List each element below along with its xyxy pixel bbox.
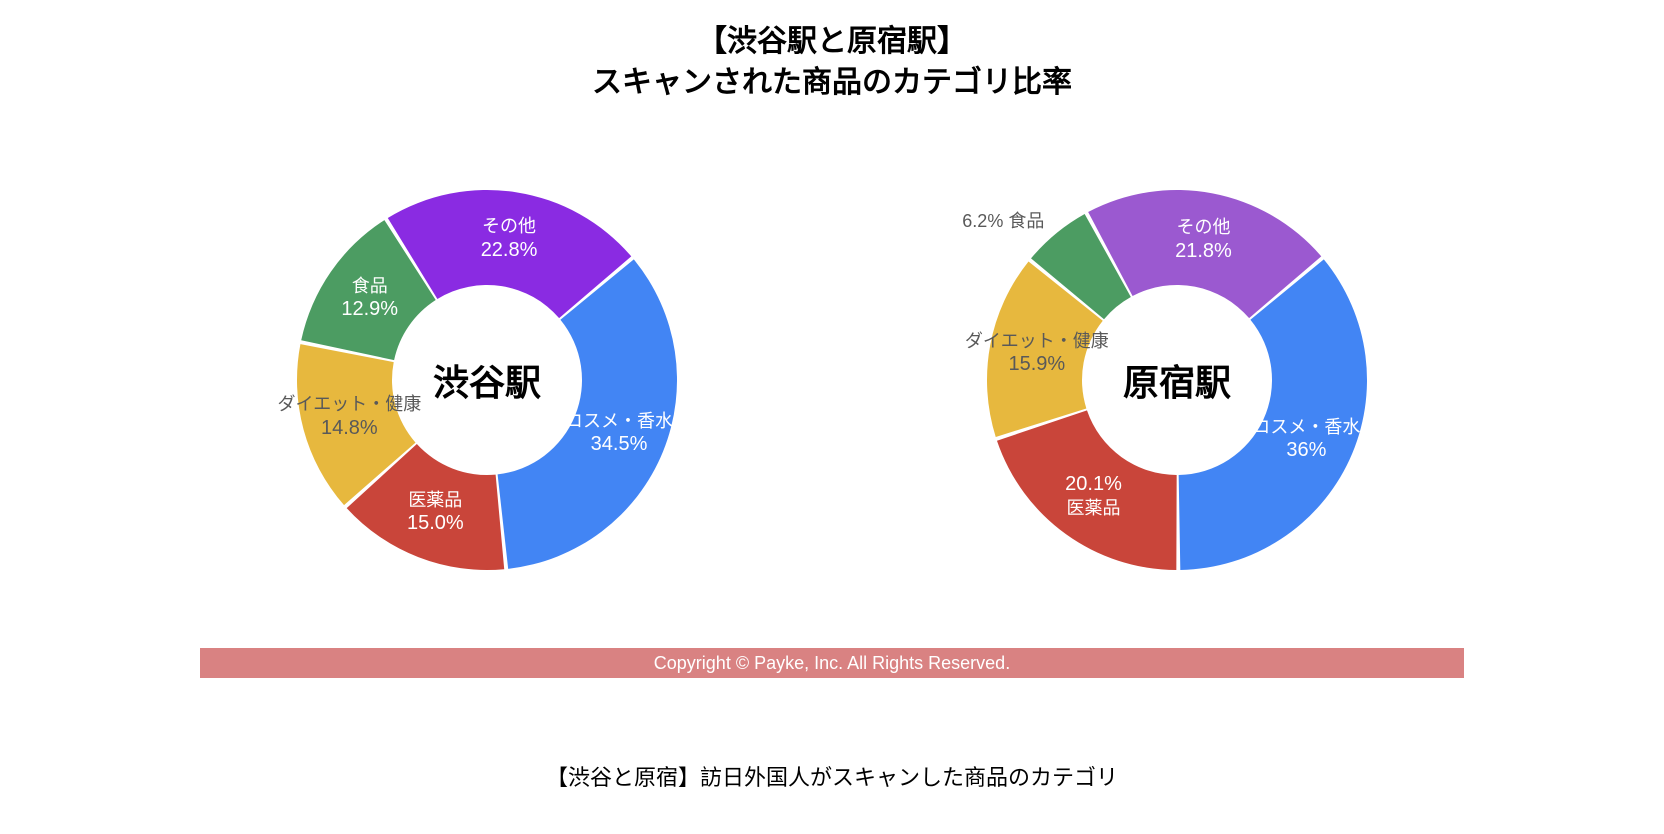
slice-category: 食品 [1003,211,1044,231]
slice-percent: 22.8% [481,238,538,263]
donut-slice [1179,259,1367,570]
slice-percent: 34.5% [565,432,673,457]
slice-percent: 36% [1252,438,1360,463]
slice-percent: 12.9% [341,297,398,322]
slice-category: 医薬品 [1065,497,1122,520]
slice-label-outside: 6.2% 食品 [962,207,1044,233]
slice-category: ダイエット・健康 [277,393,421,416]
slice-category: コスメ・香水 [565,410,673,433]
slice-percent: 20.1% [1065,472,1122,497]
slice-label: その他21.8% [1175,216,1232,264]
donut-center-label: 原宿駅 [1123,354,1231,406]
page-root: 【渋谷駅と原宿駅】 スキャンされた商品のカテゴリ比率 コスメ・香水34.5%医薬… [0,0,1664,834]
slice-percent: 14.8% [277,416,421,441]
slice-category: コスメ・香水 [1252,416,1360,439]
charts-row: コスメ・香水34.5%医薬品15.0%ダイエット・健康14.8%食品12.9%そ… [0,150,1664,630]
slice-label: ダイエット・健康15.9% [965,330,1109,378]
chart-title: 【渋谷駅と原宿駅】 スキャンされた商品のカテゴリ比率 [0,22,1664,103]
slice-percent: 15.9% [965,352,1109,377]
copyright-text: Copyright © Payke, Inc. All Rights Reser… [654,653,1010,673]
slice-label: 20.1%医薬品 [1065,472,1122,520]
slice-category: 医薬品 [407,489,464,512]
donut-chart-harajuku: コスメ・香水36% 20.1%医薬品 ダイエット・健康15.9% 6.2% 食品 その他… [897,150,1457,610]
caption-text: 【渋谷と原宿】訪日外国人がスキャンした商品のカテゴリ [0,760,1664,792]
slice-label: コスメ・香水34.5% [565,410,673,458]
donut-center-label: 渋谷駅 [433,354,541,406]
slice-category: ダイエット・健康 [965,330,1109,353]
slice-label: 食品12.9% [341,275,398,323]
slice-category: 食品 [341,275,398,298]
slice-label: 医薬品15.0% [407,489,464,537]
slice-percent: 21.8% [1175,239,1232,264]
copyright-bar: Copyright © Payke, Inc. All Rights Reser… [200,648,1464,678]
slice-category: その他 [1175,216,1232,239]
title-line-1: 【渋谷駅と原宿駅】 [0,22,1664,63]
slice-percent: 6.2% [962,211,1003,231]
slice-label: コスメ・香水36% [1252,416,1360,464]
donut-chart-shibuya: コスメ・香水34.5% 医薬品15.0% ダイエット・健康14.8% 食品12.9% そ… [207,150,767,610]
title-line-2: スキャンされた商品のカテゴリ比率 [0,63,1664,104]
slice-label: ダイエット・健康14.8% [277,393,421,441]
slice-label: その他22.8% [481,215,538,263]
slice-category: その他 [481,215,538,238]
slice-percent: 15.0% [407,511,464,536]
